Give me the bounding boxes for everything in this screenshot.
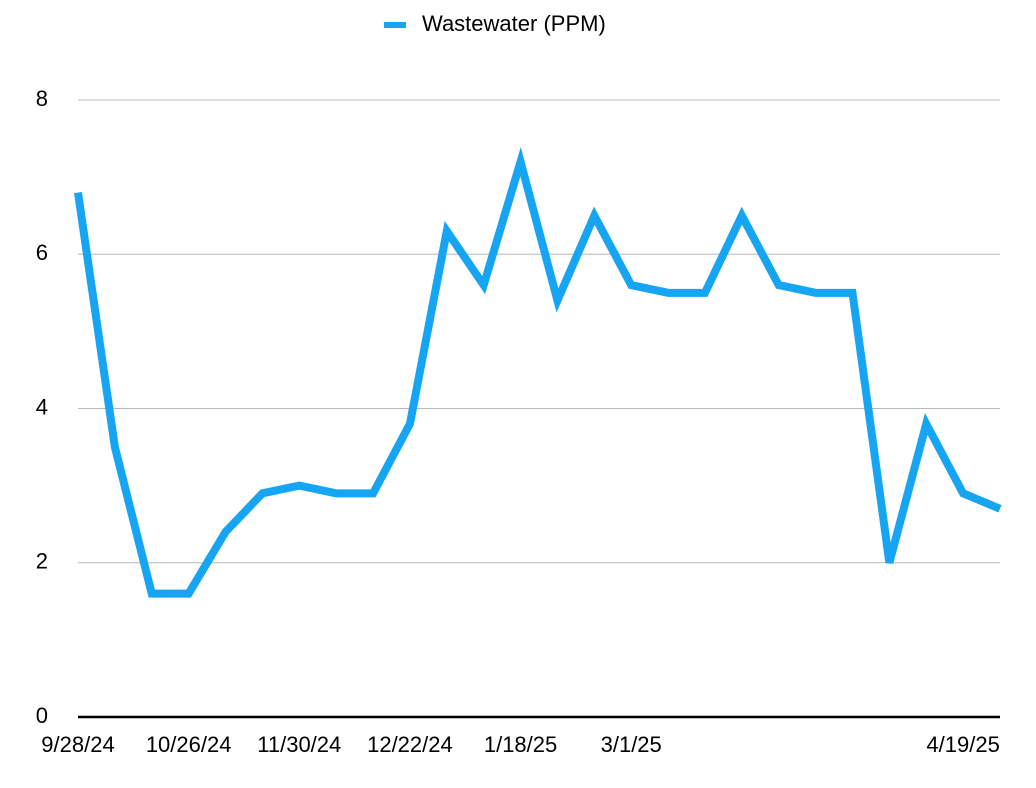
y-tick-label: 8 [36,86,48,111]
y-tick-label: 0 [36,703,48,728]
y-tick-label: 2 [36,549,48,574]
x-tick-label: 11/30/24 [257,732,341,757]
x-tick-label: 3/1/25 [601,732,662,757]
x-tick-label: 9/28/24 [41,732,114,757]
x-tick-label: 1/18/25 [484,732,557,757]
y-tick-label: 4 [36,394,48,419]
y-tick-label: 6 [36,240,48,265]
data-line [74,146,1002,598]
x-tick-label: 10/26/24 [146,732,232,757]
x-tick-label: 4/19/25 [926,732,999,757]
legend-label: Wastewater (PPM) [422,11,606,36]
x-tick-label: 12/22/24 [367,732,453,757]
